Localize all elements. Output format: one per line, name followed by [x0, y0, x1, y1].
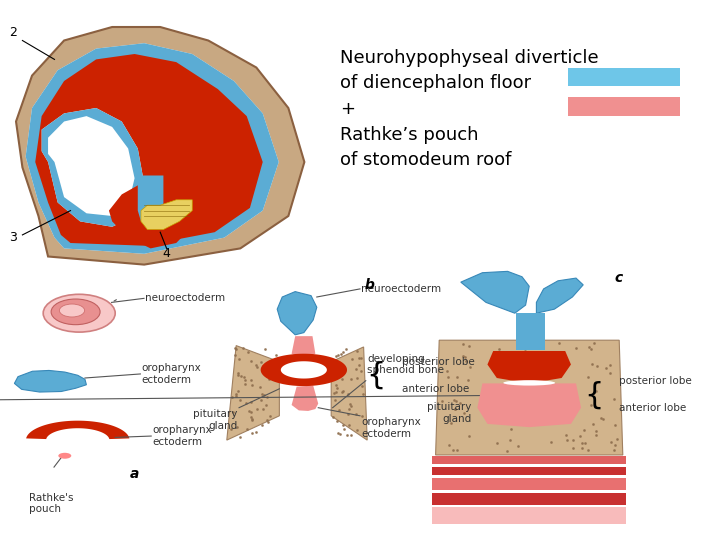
FancyBboxPatch shape: [568, 68, 680, 86]
Text: b: b: [364, 278, 374, 292]
Text: pituitary
gland: pituitary gland: [427, 402, 472, 424]
Text: {: {: [366, 361, 385, 390]
PathPatch shape: [26, 43, 279, 254]
Text: 1: 1: [137, 164, 145, 177]
Ellipse shape: [43, 294, 115, 332]
Polygon shape: [277, 292, 317, 335]
Text: 5: 5: [41, 137, 49, 150]
Polygon shape: [477, 383, 581, 427]
Ellipse shape: [51, 299, 100, 325]
Text: oropharynx
ectoderm: oropharynx ectoderm: [142, 363, 202, 384]
FancyBboxPatch shape: [432, 456, 626, 464]
Text: anterior lobe: anterior lobe: [619, 403, 686, 413]
PathPatch shape: [26, 43, 279, 254]
Polygon shape: [227, 346, 279, 440]
Text: oropharynx
ectoderm: oropharynx ectoderm: [153, 426, 212, 447]
Polygon shape: [461, 271, 529, 313]
FancyBboxPatch shape: [432, 492, 626, 505]
Text: posterior lobe: posterior lobe: [402, 357, 474, 367]
FancyBboxPatch shape: [568, 97, 680, 116]
Text: 2: 2: [9, 26, 17, 39]
Polygon shape: [261, 354, 347, 386]
Text: Rathke's
pouch: Rathke's pouch: [29, 492, 73, 514]
Text: c: c: [614, 271, 622, 285]
Polygon shape: [331, 347, 367, 440]
PathPatch shape: [35, 54, 263, 246]
Ellipse shape: [503, 380, 555, 386]
Polygon shape: [487, 351, 571, 383]
Text: posterior lobe: posterior lobe: [619, 376, 692, 386]
PathPatch shape: [141, 200, 192, 230]
Polygon shape: [14, 370, 86, 392]
Text: 4: 4: [163, 247, 171, 260]
Polygon shape: [436, 340, 623, 455]
Polygon shape: [292, 336, 315, 357]
FancyBboxPatch shape: [432, 478, 626, 490]
Text: {: {: [584, 381, 603, 410]
Text: oropharynx
ectoderm: oropharynx ectoderm: [361, 417, 421, 438]
Text: pituitary
gland: pituitary gland: [193, 409, 238, 431]
Text: a: a: [130, 468, 139, 482]
PathPatch shape: [48, 116, 135, 216]
PathPatch shape: [42, 108, 144, 227]
Text: 3: 3: [9, 231, 17, 244]
FancyBboxPatch shape: [516, 313, 545, 350]
Ellipse shape: [58, 453, 71, 459]
FancyBboxPatch shape: [432, 507, 626, 524]
Text: developing
sphenoid bone: developing sphenoid bone: [367, 354, 444, 375]
FancyBboxPatch shape: [432, 467, 626, 475]
Polygon shape: [536, 278, 583, 313]
Polygon shape: [292, 386, 318, 411]
Text: neuroectoderm: neuroectoderm: [145, 293, 225, 303]
PathPatch shape: [138, 176, 163, 227]
PathPatch shape: [109, 184, 192, 248]
Text: Neurohypophyseal diverticle
of diencephalon floor
+
Rathke’s pouch
of stomodeum : Neurohypophyseal diverticle of diencepha…: [341, 49, 599, 170]
Ellipse shape: [59, 304, 85, 317]
Text: anterior lobe: anterior lobe: [402, 384, 469, 394]
PathPatch shape: [42, 108, 144, 227]
PathPatch shape: [16, 27, 305, 265]
Polygon shape: [26, 421, 130, 439]
Text: neuroectoderm: neuroectoderm: [361, 284, 441, 294]
